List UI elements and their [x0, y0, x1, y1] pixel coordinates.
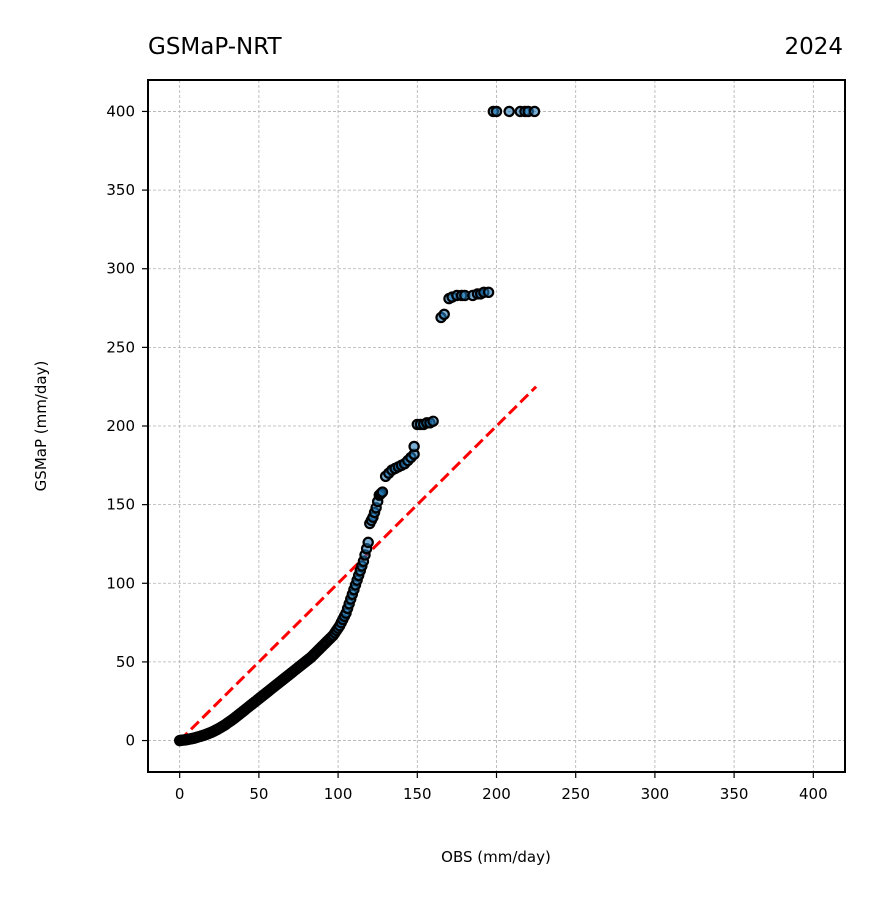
scatter-point	[482, 286, 495, 299]
scatter-point	[362, 536, 374, 549]
scatter-point	[490, 105, 503, 118]
x-tick-label: 100	[324, 785, 353, 803]
y-tick-label: 50	[116, 653, 135, 671]
data-points	[173, 105, 541, 747]
scatter-point	[376, 486, 389, 498]
axes: 0 50 100 150 200 250 300 350 400 0 50 100 150 200 250 3…	[106, 102, 827, 803]
chart-year: 2024	[784, 34, 843, 60]
x-tick-label: 350	[720, 785, 749, 803]
x-tick-label: 300	[641, 785, 670, 803]
scatter-point	[408, 440, 420, 453]
reference-line	[178, 385, 538, 742]
x-tick-label: 400	[799, 785, 828, 803]
x-tick-label: 50	[249, 785, 268, 803]
y-axis-label: GSMaP (mm/day)	[32, 361, 50, 492]
x-tick-label: 0	[175, 785, 185, 803]
x-axis-label: OBS (mm/day)	[441, 848, 551, 866]
y-tick-label: 200	[106, 417, 135, 435]
scatter-point	[528, 105, 541, 118]
y-tick-label: 250	[106, 338, 135, 356]
scatter-point	[427, 415, 439, 427]
reference-line-layer	[178, 385, 538, 742]
y-tick-label: 100	[106, 574, 135, 592]
x-tick-label: 150	[403, 785, 432, 803]
plot-frame	[147, 79, 846, 773]
y-tick-label: 350	[106, 181, 135, 199]
y-tick-label: 0	[125, 732, 135, 750]
y-tick-label: 150	[106, 496, 135, 514]
scatter-point	[438, 308, 450, 321]
y-tick-label: 400	[106, 102, 135, 120]
x-tick-label: 250	[561, 785, 590, 803]
scatter-point	[503, 105, 515, 118]
grid-lines	[148, 80, 845, 772]
y-tick-label: 300	[106, 260, 135, 278]
x-tick-label: 200	[482, 785, 511, 803]
chart-title: GSMaP-NRT	[148, 34, 283, 60]
